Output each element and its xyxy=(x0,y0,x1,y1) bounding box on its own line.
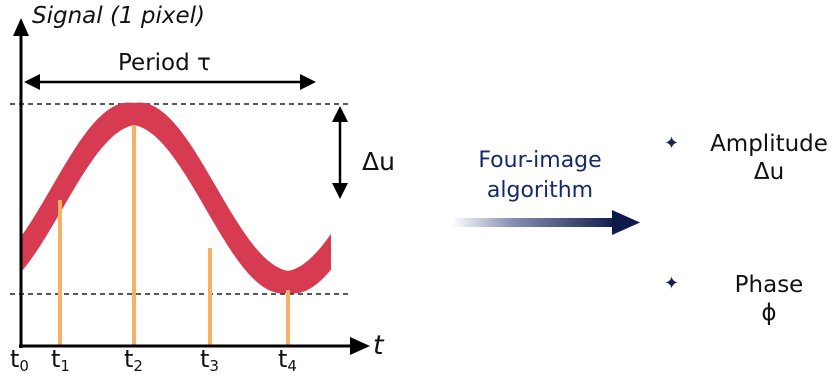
x-axis-title: t xyxy=(373,330,384,361)
x-axis-arrowhead xyxy=(350,337,370,355)
time-tick-t4: t4 xyxy=(278,345,297,375)
output-amplitude-title: Amplitude xyxy=(710,131,828,157)
amplitude-arrowhead-bottom xyxy=(332,183,348,199)
amplitude-delta-label: Δu xyxy=(362,147,395,176)
signal-band xyxy=(21,102,331,294)
output-amplitude: Amplitude Δu xyxy=(706,130,832,186)
time-tick-t3: t3 xyxy=(200,345,219,375)
output-phase: Phase ϕ xyxy=(706,271,832,327)
period-label: Period τ xyxy=(118,50,211,76)
output-phase-symbol: ϕ xyxy=(761,300,777,326)
algorithm-label: Four-image algorithm xyxy=(478,148,602,203)
output-amplitude-symbol: Δu xyxy=(753,159,785,185)
sparkle-icon: ✦ xyxy=(664,133,680,154)
y-axis-arrowhead xyxy=(13,18,29,36)
time-tick-t1: t1 xyxy=(51,345,70,375)
output-phase-title: Phase xyxy=(734,272,804,298)
period-arrowhead-left xyxy=(24,74,40,90)
period-arrowhead-right xyxy=(300,74,316,90)
amplitude-arrowhead-top xyxy=(332,106,348,122)
y-axis-title: Signal (1 pixel) xyxy=(32,3,205,29)
time-tick-t2: t2 xyxy=(124,345,143,375)
sparkle-icon: ✦ xyxy=(664,273,680,294)
time-tick-t0: t0 xyxy=(10,345,29,375)
algorithm-arrowhead xyxy=(612,210,640,235)
algorithm-arrow-shaft xyxy=(452,218,618,227)
